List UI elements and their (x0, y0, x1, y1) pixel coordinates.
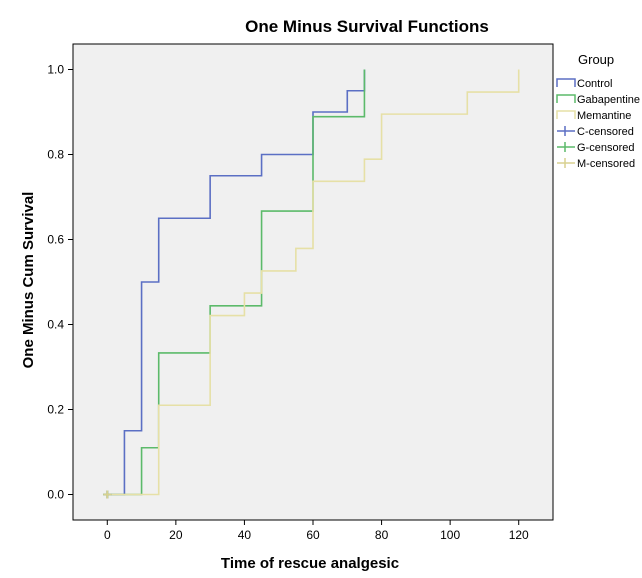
legend-swatch-memantine (556, 110, 576, 119)
legend-label: C-censored (577, 126, 634, 138)
legend-label: M-censored (577, 158, 635, 170)
y-tick-label: 0.2 (47, 403, 64, 417)
y-tick-label: 0.0 (47, 488, 64, 502)
series-lines (103, 69, 520, 499)
legend-swatch-m-censored (557, 158, 575, 168)
series-line-control (107, 69, 366, 496)
censored-marker-m-censored (103, 490, 112, 499)
legend-title: Group (578, 52, 614, 67)
x-tick-label: 120 (509, 528, 529, 542)
chart-title: One Minus Survival Functions (245, 17, 489, 36)
y-tick-label: 0.6 (47, 233, 64, 247)
y-axis-label: One Minus Cum Survival (20, 192, 37, 369)
series-line-gabapentine (107, 69, 366, 496)
y-tick-label: 0.4 (47, 318, 64, 332)
legend-label: Control (577, 78, 612, 90)
x-tick-label: 40 (238, 528, 252, 542)
legend-swatch-g-censored (557, 142, 575, 152)
legend: Group Control Gabapentine Memantine C-censo… (556, 52, 640, 170)
x-axis-label: Time of rescue analgesic (221, 555, 399, 572)
legend-label: Gabapentine (577, 94, 640, 106)
x-tick-label: 60 (306, 528, 320, 542)
legend-label: G-censored (577, 142, 634, 154)
y-tick-label: 0.8 (47, 148, 64, 162)
axes: 0 20 40 60 80 100 120 0.0 0.2 0.4 0.6 0.8 1.0 (47, 63, 529, 543)
x-tick-label: 20 (169, 528, 183, 542)
legend-swatch-c-censored (557, 126, 575, 136)
series-line-memantine (107, 69, 520, 496)
legend-label: Memantine (577, 110, 631, 122)
y-tick-label: 1.0 (47, 63, 64, 77)
legend-swatch-control (556, 78, 576, 87)
x-tick-label: 100 (440, 528, 460, 542)
x-tick-label: 80 (375, 528, 389, 542)
x-tick-label: 0 (104, 528, 111, 542)
legend-swatch-gabapentine (556, 94, 576, 103)
